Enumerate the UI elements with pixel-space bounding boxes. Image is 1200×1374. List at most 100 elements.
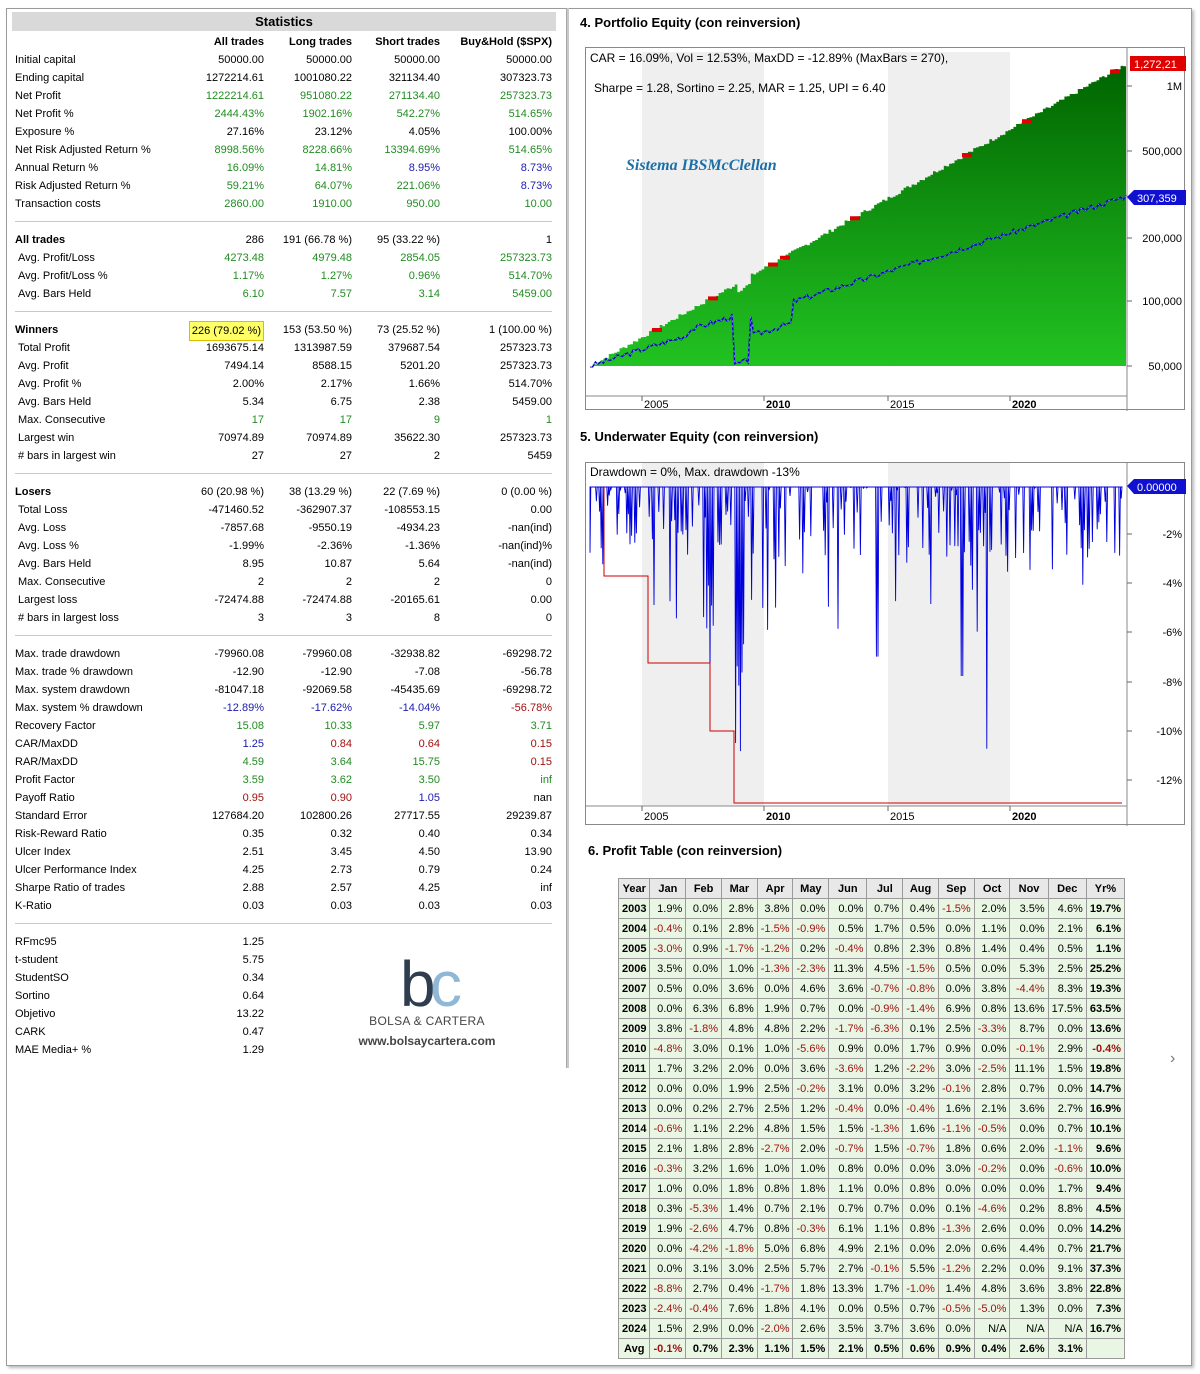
- stat-row: Total Loss -471460.52 -362907.37 -108553.15…: [15, 501, 555, 519]
- stat-row: Avg. Profit 7494.14 8588.15 5201.20 257323.7…: [15, 357, 555, 375]
- profit-table-cell: 3.1%: [1047, 1338, 1087, 1359]
- stat-label: All trades: [15, 234, 66, 246]
- profit-table-header: Yr%: [1085, 878, 1126, 899]
- profit-table-cell: 1.8%: [720, 1178, 758, 1199]
- profit-table-row: 2012 0.0% 0.0% 1.9% 2.5% -0.2% 3.1% 0.0% 3.2% -0.…: [617, 1078, 1126, 1099]
- stat-value: 1272214.61: [205, 72, 264, 84]
- profit-table-row: 2024 1.5% 2.9% 0.0% -2.0% 2.6% 3.5% 3.7% 3.6% 0.0…: [617, 1318, 1126, 1339]
- stat-row: Annual Return % 16.09% 14.81% 8.95% 8.73%: [15, 159, 555, 177]
- stat-value: 27.16%: [226, 126, 264, 138]
- stat-value: 5459: [527, 450, 552, 462]
- profit-table-cell: 2009: [617, 1018, 651, 1039]
- profit-table-cell: 6.3%: [685, 998, 722, 1019]
- chevron-right-icon[interactable]: ›: [1170, 1050, 1176, 1067]
- stat-value: inf: [540, 774, 552, 786]
- stat-label: Risk Adjusted Return %: [15, 180, 131, 192]
- y-tick-label: 100,000: [1142, 296, 1182, 308]
- profit-table-cell: 2.1%: [792, 1198, 830, 1219]
- profit-table-cell: 0.0%: [828, 1298, 868, 1319]
- stat-value: 1.25: [242, 738, 264, 750]
- profit-table-cell: -4.8%: [649, 1038, 687, 1059]
- stat-value: 3.64: [330, 756, 352, 768]
- profit-table-cell: -0.2%: [792, 1078, 830, 1099]
- profit-table-cell: -1.1%: [937, 1118, 975, 1139]
- profit-table-cell: -2.7%: [756, 1138, 794, 1159]
- stat-row: # bars in largest loss 3 3 8 0: [15, 609, 555, 627]
- logo-url[interactable]: www.bolsaycartera.com: [358, 1034, 496, 1048]
- stat-value: -nan(ind): [507, 558, 552, 570]
- profit-table-cell: 0.0%: [1009, 1258, 1049, 1279]
- profit-table-cell: -2.5%: [973, 1058, 1011, 1079]
- profit-table-cell: 0.0%: [937, 918, 975, 939]
- stat-value: 9: [433, 414, 440, 426]
- stat-value: -1.99%: [229, 540, 264, 552]
- profit-table-cell: 0.9%: [685, 938, 722, 959]
- profit-table-cell: 9.4%: [1085, 1178, 1126, 1199]
- profit-table-cell: 1.3%: [1009, 1298, 1049, 1319]
- panel-divider[interactable]: [566, 8, 569, 1068]
- stat-value: 27717.55: [394, 810, 440, 822]
- profit-table-cell: 4.5%: [1085, 1198, 1126, 1219]
- profit-table-cell: 0.0%: [685, 898, 722, 919]
- underwater-stats-line: Drawdown = 0%, Max. drawdown -13%: [590, 465, 800, 479]
- stat-label: Standard Error: [15, 810, 88, 822]
- stat-row: Avg. Bars Held 6.10 7.57 3.14 5459.00: [15, 285, 555, 303]
- profit-table-row: 2010 -4.8% 3.0% 0.1% 1.0% -5.6% 0.9% 0.0% 1.7% 0.…: [617, 1038, 1126, 1059]
- stat-row: Sharpe Ratio of trades 2.88 2.57 4.25 inf: [15, 879, 555, 897]
- profit-table-cell: 2016: [617, 1158, 651, 1179]
- stat-value: 5459.00: [512, 288, 552, 300]
- stat-value: 0.90: [330, 792, 352, 804]
- stat-value: -79960.08: [302, 648, 352, 660]
- profit-table-cell: 2021: [617, 1258, 651, 1279]
- profit-table-cell: 2.8%: [720, 898, 758, 919]
- profit-table-cell: 0.0%: [649, 1238, 687, 1259]
- stat-value: 0.34: [530, 828, 552, 840]
- stat-row: Net Risk Adjusted Return % 8998.56% 8228.6…: [15, 141, 555, 159]
- stat-value: 8: [433, 612, 440, 624]
- stat-value: 0.79: [418, 864, 440, 876]
- profit-table-cell: 2005: [617, 938, 651, 959]
- profit-table-cell: 3.2%: [902, 1078, 939, 1099]
- stat-label: Net Profit %: [15, 108, 74, 120]
- stat-value: 16.09%: [226, 162, 264, 174]
- profit-table-cell: 2.9%: [685, 1318, 722, 1339]
- equity-chart[interactable]: 1M 500,000 200,000 100,000 50,000 2005 2010 201…: [585, 47, 1186, 411]
- underwater-chart[interactable]: -2% -4% -6% -8% -10% -12% 2005 2010 2015 2020 0.00…: [585, 462, 1186, 826]
- stat-label: Avg. Bars Held: [18, 558, 92, 570]
- col-short-trades: Short trades: [375, 36, 440, 48]
- profit-table-cell: -3.0%: [649, 938, 687, 959]
- profit-table-cell: 0.7%: [828, 1198, 868, 1219]
- stat-label: RFmc95: [15, 936, 57, 948]
- profit-table-cell: 1.0%: [792, 1158, 830, 1179]
- profit-table-cell: 1.7%: [866, 1278, 904, 1299]
- stat-row: Winners 226 (79.02 %) 153 (53.50 %) 73 (25.…: [15, 321, 555, 341]
- profit-table-cell: 4.7%: [720, 1218, 758, 1239]
- profit-table-cell: 8.3%: [1047, 978, 1087, 999]
- profit-table-cell: 0.5%: [866, 1298, 904, 1319]
- profit-table-title: 6. Profit Table (con reinversion): [588, 843, 783, 858]
- stat-value: 4.05%: [408, 126, 440, 138]
- profit-table-cell: 0.0%: [1009, 1178, 1049, 1199]
- profit-table-cell: 2.5%: [756, 1078, 794, 1099]
- stat-value: 951080.22: [300, 90, 352, 102]
- stat-value: 35622.30: [394, 432, 440, 444]
- profit-table-cell: 0.0%: [973, 1038, 1011, 1059]
- stat-value: 0: [545, 612, 552, 624]
- profit-table-cell: 3.0%: [720, 1258, 758, 1279]
- profit-table-cell: 2.0%: [937, 1238, 975, 1259]
- profit-table-cell: 2024: [617, 1318, 651, 1339]
- profit-table-row: 2023 -2.4% -0.4% 7.6% 1.8% 4.1% 0.0% 0.5% 0.7% -0…: [617, 1298, 1126, 1319]
- profit-table-cell: 1.9%: [756, 998, 794, 1019]
- stat-value: 8.95%: [408, 162, 440, 174]
- stat-value: 542.27%: [396, 108, 440, 120]
- y-tick-label: 500,000: [1142, 146, 1182, 158]
- drawdown-mark: [652, 328, 662, 333]
- profit-table-cell: 19.7%: [1085, 898, 1126, 919]
- profit-table-cell: 0.5%: [902, 918, 939, 939]
- stat-label: Max. system % drawdown: [15, 702, 143, 714]
- profit-table-header: Jul: [866, 878, 904, 899]
- profit-table-cell: -4.6%: [973, 1198, 1011, 1219]
- profit-table-cell: 2014: [617, 1118, 651, 1139]
- stat-value: 0.47: [242, 1026, 264, 1038]
- stat-value: 1: [545, 234, 552, 246]
